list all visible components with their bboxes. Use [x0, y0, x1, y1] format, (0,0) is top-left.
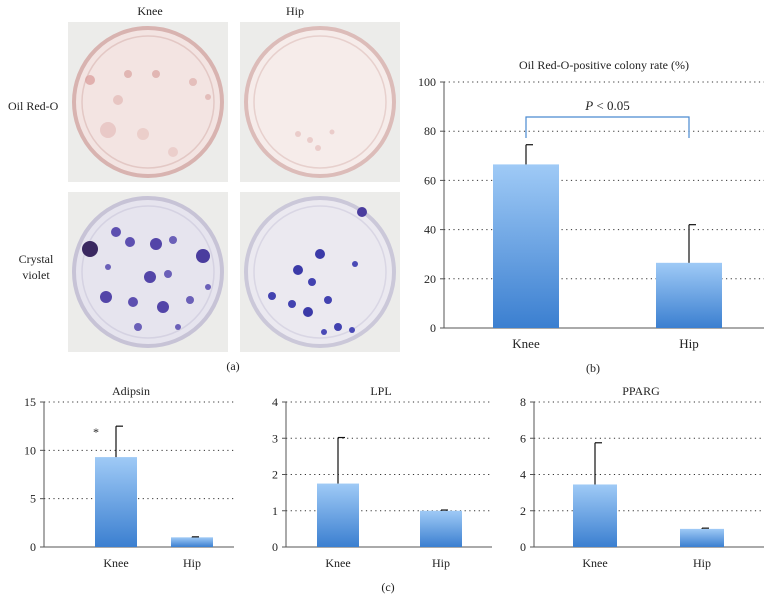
- y-tick-label-c3-4: 4: [520, 468, 526, 482]
- bar-b-hip: [656, 262, 722, 328]
- y-tick-label-b-80: 80: [424, 124, 436, 138]
- y-tick-label-c3-2: 2: [520, 504, 526, 518]
- x-tick-label-c2-knee: Knee: [325, 556, 350, 570]
- chart-title-c3: PPARG: [622, 384, 660, 398]
- petri-dish-crystal-violet-hip: [244, 196, 396, 348]
- plate-photo-crystal-violet-knee: [68, 192, 228, 352]
- bar-c3-knee: [573, 484, 617, 547]
- bar-c3-hip: [680, 528, 724, 547]
- plate-photo-oil-red-hip: [240, 22, 400, 182]
- p-value-threshold: < 0.05: [593, 98, 630, 113]
- plate-photo-oil-red-knee: [68, 22, 228, 182]
- significance-bracket: [525, 116, 690, 138]
- petri-dish-oil-red-hip: [244, 26, 396, 178]
- y-tick-label-c2-3: 3: [272, 431, 278, 445]
- row-label-oil-red-o: Oil Red-O: [8, 99, 59, 113]
- y-tick-label-b-60: 60: [424, 173, 436, 187]
- chart-title-c2: LPL: [370, 384, 391, 398]
- bar-c2-knee: [317, 483, 359, 547]
- bar-c2-hip: [420, 510, 462, 547]
- y-tick-label-c2-0: 0: [272, 540, 278, 554]
- bar-c1-hip: [171, 537, 213, 547]
- x-tick-label-c1-knee: Knee: [103, 556, 128, 570]
- chart-title-c1: Adipsin: [112, 384, 150, 398]
- y-tick-label-c3-6: 6: [520, 431, 526, 445]
- petri-dish-crystal-violet-knee: [72, 196, 224, 348]
- p-value-annotation: P < 0.05: [584, 98, 630, 113]
- y-tick-label-c2-2: 2: [272, 468, 278, 482]
- significance-star-c1: *: [93, 425, 99, 439]
- y-tick-label-c2-1: 1: [272, 504, 278, 518]
- plate-photo-crystal-violet-hip: [240, 192, 400, 352]
- x-tick-label-c2-hip: Hip: [432, 556, 450, 570]
- bar-c1-knee: [95, 457, 137, 547]
- row-label-violet: violet: [22, 268, 50, 282]
- column-header-hip: Hip: [286, 4, 304, 18]
- bar-b-knee: [493, 164, 559, 328]
- row-label-crystal: Crystal: [18, 252, 54, 266]
- y-tick-label-c1-0: 0: [30, 540, 36, 554]
- y-tick-label-b-40: 40: [424, 223, 436, 237]
- x-tick-label-c1-hip: Hip: [183, 556, 201, 570]
- y-tick-label-c3-8: 8: [520, 395, 526, 409]
- y-tick-label-c1-15: 15: [24, 395, 36, 409]
- y-tick-label-c3-0: 0: [520, 540, 526, 554]
- y-tick-label-b-0: 0: [430, 321, 436, 335]
- caption-b: (b): [586, 361, 600, 375]
- y-tick-label-c1-10: 10: [24, 443, 36, 457]
- x-tick-label-b-knee: Knee: [512, 336, 540, 351]
- petri-dish-oil-red-knee: [72, 26, 224, 178]
- chart-title-b: Oil Red-O-positive colony rate (%): [519, 58, 689, 72]
- caption-c: (c): [381, 580, 395, 594]
- y-tick-label-c1-5: 5: [30, 492, 36, 506]
- p-value-symbol: P: [584, 98, 593, 113]
- x-tick-label-c3-hip: Hip: [693, 556, 711, 570]
- x-tick-label-c3-knee: Knee: [582, 556, 607, 570]
- y-tick-label-c2-4: 4: [272, 395, 278, 409]
- caption-a: (a): [226, 359, 240, 373]
- column-header-knee: Knee: [137, 4, 163, 18]
- x-tick-label-b-hip: Hip: [679, 336, 699, 351]
- y-tick-label-b-20: 20: [424, 272, 436, 286]
- y-tick-label-b-100: 100: [418, 75, 436, 89]
